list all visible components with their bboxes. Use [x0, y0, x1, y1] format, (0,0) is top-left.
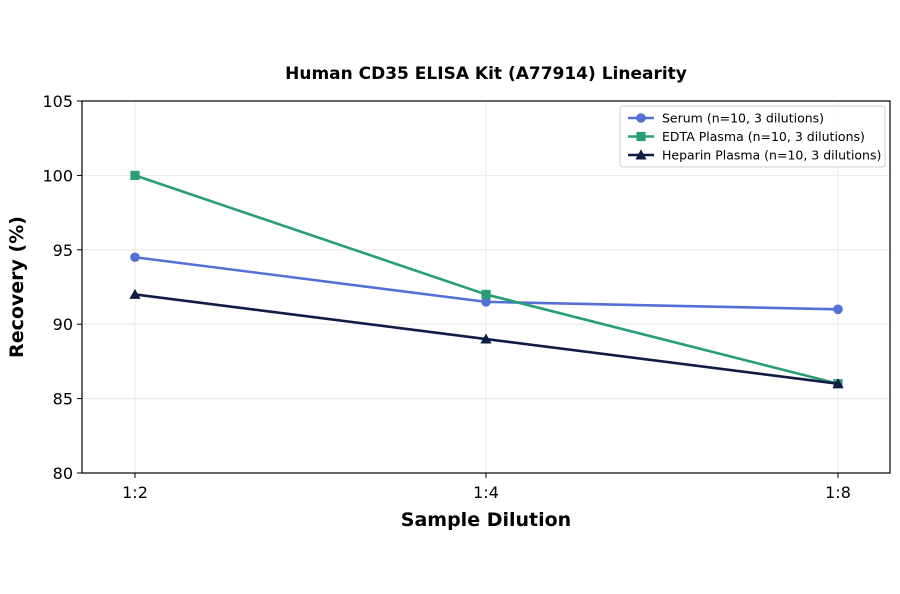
legend-marker — [636, 113, 646, 123]
legend-label: Serum (n=10, 3 dilutions) — [662, 111, 824, 126]
data-point — [481, 297, 491, 307]
data-point — [129, 288, 141, 299]
data-point — [481, 289, 491, 300]
y-tick-label: 80 — [53, 464, 73, 483]
legend-item: Serum (n=10, 3 dilutions) — [628, 111, 824, 126]
x-axis-label: Sample Dilution — [401, 509, 571, 531]
data-point — [130, 252, 140, 263]
legend-item: Heparin Plasma (n=10, 3 dilutions) — [628, 148, 881, 163]
legend-label: Heparin Plasma (n=10, 3 dilutions) — [662, 148, 881, 163]
chart-title: Human CD35 ELISA Kit (A77914) Linearity — [285, 64, 687, 84]
tick-layer: 80 85 90 95 100 105 1:2 1:4 1:8 — [42, 92, 850, 502]
y-tick-label: 90 — [53, 315, 73, 334]
legend-box — [619, 105, 886, 168]
legend-marker — [635, 149, 647, 160]
data-point — [833, 304, 843, 315]
legend-label: EDTA Plasma (n=10, 3 dilutions) — [662, 129, 865, 144]
y-tick-label: 85 — [53, 390, 73, 409]
legend-marker — [636, 131, 646, 142]
x-tick-label: 1:4 — [473, 483, 499, 502]
series-layer — [129, 170, 844, 389]
x-tick-label: 1:2 — [122, 483, 148, 502]
legend: Serum (n=10, 3 dilutions) EDTA Plasma (n=… — [619, 105, 886, 168]
y-tick-label: 95 — [53, 241, 73, 260]
x-tick-label: 1:8 — [825, 483, 851, 502]
series-line — [134, 174, 839, 385]
series-3 — [129, 288, 844, 389]
y-tick-label: 100 — [42, 166, 73, 185]
y-axis-label: Recovery (%) — [6, 216, 28, 358]
legend-item: EDTA Plasma (n=10, 3 dilutions) — [628, 129, 865, 144]
series-2 — [130, 170, 843, 389]
data-point — [832, 378, 844, 389]
data-point — [130, 170, 140, 180]
data-point — [480, 333, 492, 344]
series-1 — [130, 252, 843, 315]
y-tick-label: 105 — [42, 92, 73, 111]
